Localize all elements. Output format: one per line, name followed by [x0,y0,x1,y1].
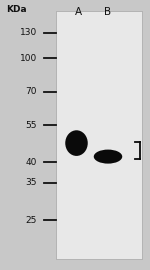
Text: 25: 25 [25,216,37,225]
FancyBboxPatch shape [56,11,142,259]
Text: 130: 130 [20,28,37,38]
Text: 55: 55 [25,121,37,130]
Text: KDa: KDa [6,5,27,14]
Text: B: B [104,7,112,17]
Text: 100: 100 [20,54,37,63]
Text: 35: 35 [25,178,37,187]
Text: A: A [74,7,82,17]
Text: 40: 40 [25,158,37,167]
Ellipse shape [94,150,122,164]
Ellipse shape [65,130,88,156]
Text: 70: 70 [25,87,37,96]
